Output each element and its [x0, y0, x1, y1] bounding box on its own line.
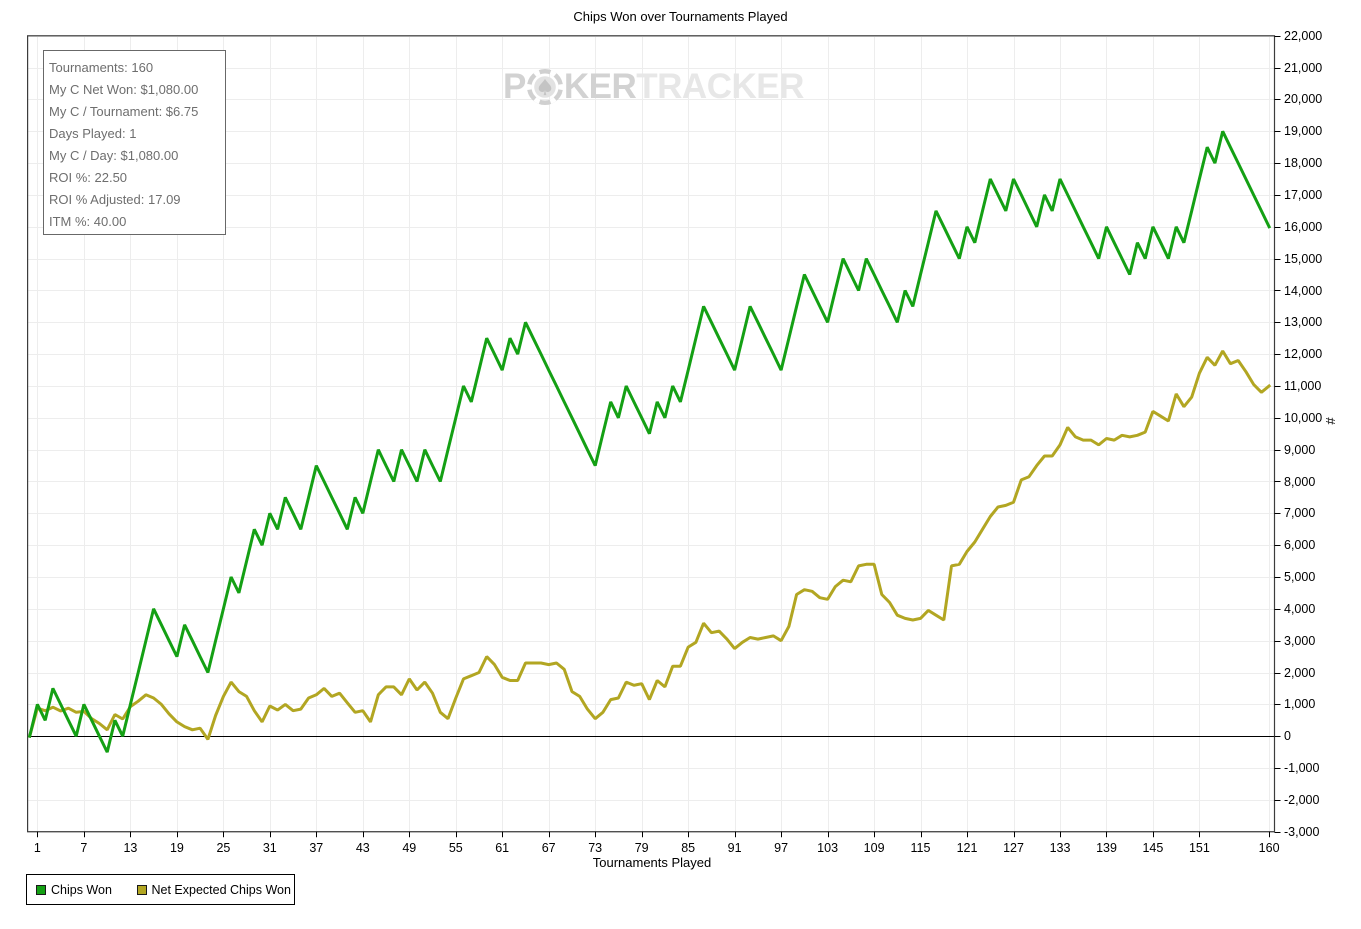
legend-label-0: Chips Won	[51, 882, 112, 897]
y-tick-label-14000: 14,000	[1284, 283, 1323, 298]
x-tick-label-160: 160	[1258, 841, 1280, 855]
plot-border	[27, 35, 1276, 833]
x-tick-label-37: 37	[309, 841, 324, 855]
y-axis-title: #	[1323, 417, 1338, 425]
y-tick-label-21000: 21,000	[1284, 60, 1323, 75]
legend-swatch-1	[136, 884, 147, 895]
x-tick-label-85: 85	[681, 841, 696, 855]
x-tick-label-145: 145	[1142, 841, 1164, 855]
x-tick-label-73: 73	[588, 841, 603, 855]
y-tick-label-4000: 4,000	[1284, 601, 1316, 616]
y-tick-label-2000: 2,000	[1284, 665, 1316, 680]
stat-line-0: Tournaments: 160	[49, 60, 154, 75]
y-tick-label-15000: 15,000	[1284, 251, 1323, 266]
legend-label-1: Net Expected Chips Won	[151, 882, 291, 897]
x-tick-label-151: 151	[1188, 841, 1210, 855]
y-tick-label-6000: 6,000	[1284, 538, 1316, 553]
y-tick-label--2000: -2,000	[1284, 792, 1320, 807]
x-tick-label-55: 55	[448, 841, 463, 855]
legend-item-1: Net Expected Chips Won	[136, 875, 291, 904]
y-tick-label-19000: 19,000	[1284, 124, 1323, 139]
y-tick-label-1000: 1,000	[1284, 697, 1316, 712]
x-tick-label-61: 61	[495, 841, 510, 855]
y-tick-label-16000: 16,000	[1284, 219, 1323, 234]
chart-legend: Chips Won Net Expected Chips Won	[26, 874, 295, 905]
x-tick-label-67: 67	[541, 841, 556, 855]
y-tick-label--1000: -1,000	[1284, 761, 1320, 775]
x-tick-label-1: 1	[33, 841, 41, 855]
y-tick-label-18000: 18,000	[1284, 156, 1323, 171]
stat-line-6: ROI % Adjusted: 17.09	[49, 192, 181, 207]
watermark-text-ker: KER	[563, 66, 637, 106]
y-tick-label-8000: 8,000	[1284, 474, 1316, 489]
y-tick-label-12000: 12,000	[1284, 347, 1323, 362]
y-tick-label-7000: 7,000	[1284, 506, 1316, 521]
y-tick-label-22000: 22,000	[1284, 28, 1323, 43]
stat-line-5: ROI %: 22.50	[49, 170, 128, 185]
x-tick-label-139: 139	[1096, 841, 1117, 855]
stat-line-7: ITM %: 40.00	[49, 214, 127, 229]
y-tick-label-10000: 10,000	[1284, 410, 1323, 425]
y-tick-label-13000: 13,000	[1284, 315, 1323, 330]
x-tick-label-109: 109	[863, 841, 885, 855]
legend-swatch-0	[36, 884, 46, 895]
y-tick-label-20000: 20,000	[1284, 92, 1323, 107]
x-tick-label-31: 31	[262, 841, 277, 855]
chips-won-line	[27, 130, 1272, 753]
y-tick-label-11000: 11,000	[1284, 379, 1322, 393]
stat-line-3: Days Played: 1	[49, 126, 137, 141]
legend-item-0: Chips Won	[36, 875, 112, 904]
y-tick-label-17000: 17,000	[1284, 187, 1323, 202]
watermark-text-p: P	[503, 66, 526, 106]
x-tick-label-97: 97	[774, 841, 789, 855]
x-tick-label-91: 91	[727, 841, 742, 855]
x-tick-label-133: 133	[1049, 841, 1071, 855]
chart-title: Chips Won over Tournaments Played	[573, 9, 788, 24]
x-tick-label-115: 115	[910, 841, 931, 855]
poker-chip-icon	[526, 68, 563, 105]
net-expected-chips-won-line	[27, 350, 1272, 741]
x-tick-label-127: 127	[1003, 841, 1024, 855]
x-tick-label-19: 19	[169, 841, 184, 855]
axis-ticks	[37, 36, 1281, 838]
x-tick-label-103: 103	[817, 841, 839, 855]
watermark-text-tracker: TRACKER	[636, 66, 804, 106]
y-tick-label-5000: 5,000	[1284, 570, 1316, 584]
pokertracker-watermark: P KER TRACKER	[503, 67, 804, 106]
x-tick-label-25: 25	[216, 841, 231, 855]
y-tick-label-0: 0	[1284, 729, 1291, 744]
y-tick-label-3000: 3,000	[1284, 633, 1316, 648]
series-lines	[27, 130, 1272, 753]
y-tick-label--3000: -3,000	[1284, 824, 1320, 839]
x-tick-label-79: 79	[634, 841, 649, 855]
gridlines	[27, 35, 1275, 833]
x-tick-label-43: 43	[355, 841, 370, 855]
x-tick-label-49: 49	[402, 841, 417, 855]
y-tick-label-9000: 9,000	[1284, 442, 1316, 457]
x-axis-title: Tournaments Played	[592, 855, 712, 870]
x-tick-label-7: 7	[80, 841, 88, 855]
x-tick-label-13: 13	[123, 841, 138, 855]
x-tick-label-121: 121	[956, 841, 978, 855]
stat-line-2: My C / Tournament: $6.75	[49, 104, 199, 119]
stat-line-4: My C / Day: $1,080.00	[49, 148, 179, 163]
stat-line-1: My C Net Won: $1,080.00	[49, 82, 199, 97]
hover-stats-tooltip: Tournaments: 160 My C Net Won: $1,080.00 M…	[43, 50, 226, 235]
